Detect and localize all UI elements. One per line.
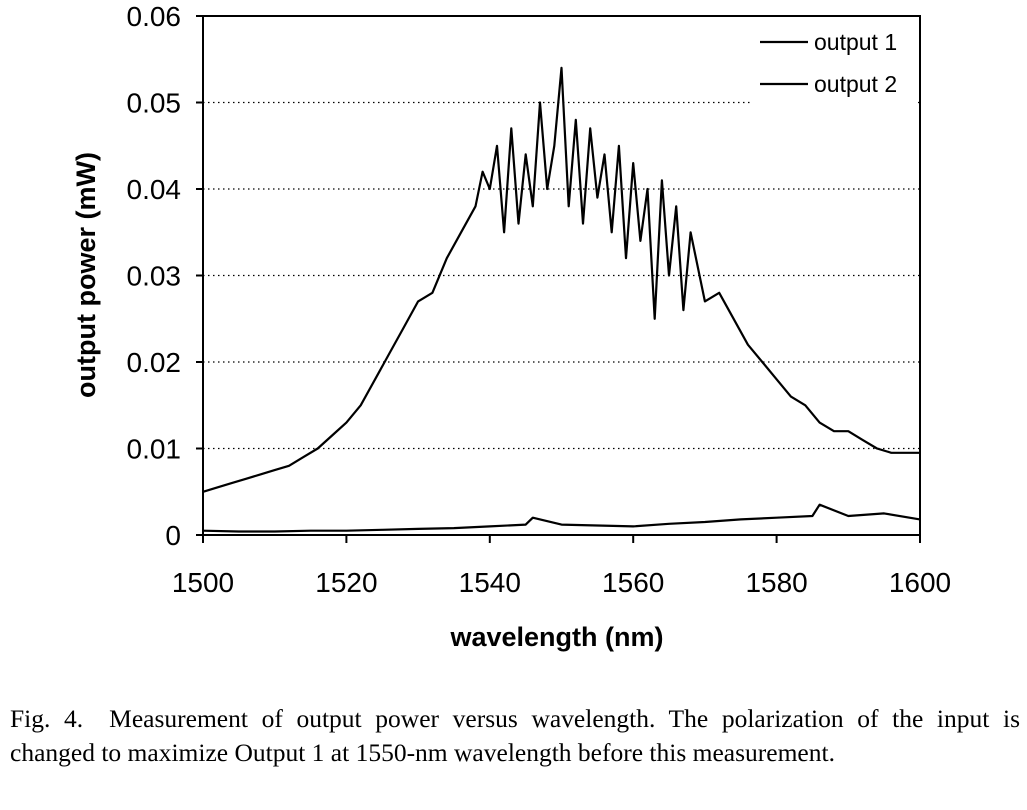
caption-text: Measurement of output power versus wavel… [10,704,1020,767]
y-tick-label: 0.06 [127,1,182,32]
y-axis-label: output power (mW) [71,152,101,398]
y-tick-label: 0.04 [127,174,182,205]
tick-labels: 0 0.01 0.02 0.03 0.04 0.05 0.06 1500 1520 1540 156… [127,1,952,598]
x-axis-label: wavelength (nm) [449,622,663,652]
figure-caption: Fig. 4. Measurement of output power versu… [10,702,1020,770]
y-tick-label: 0 [165,520,181,551]
series-line-1 [202,66,920,493]
x-tick-label: 1600 [889,567,951,598]
legend: output 1 output 2 [752,22,918,104]
legend-label: output 2 [814,71,897,97]
legend-box [752,22,918,104]
y-tick-label: 0.03 [127,261,182,292]
x-tick-label: 1500 [172,567,234,598]
x-tick-label: 1540 [459,567,521,598]
legend-label: output 1 [814,29,897,55]
series-layer [202,66,921,533]
y-tick-label: 0.02 [127,347,182,378]
chart: 0 0.01 0.02 0.03 0.04 0.05 0.06 1500 1520 1540 156… [71,1,952,652]
y-tick-label: 0.05 [127,88,182,119]
figure-label: Fig. 4. [10,704,84,733]
x-tick-label: 1580 [745,567,807,598]
series-line-2 [202,503,921,533]
y-tick-label: 0.01 [127,434,182,465]
x-tick-label: 1520 [315,567,377,598]
tick-marks [196,15,921,543]
grid-lines [203,101,920,450]
x-tick-label: 1560 [602,567,664,598]
